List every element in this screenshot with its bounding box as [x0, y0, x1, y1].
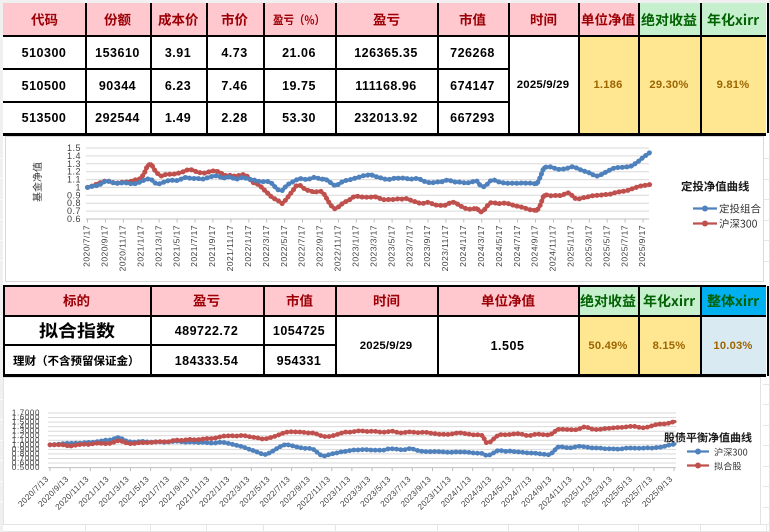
svg-text:2023/7/17: 2023/7/17: [404, 225, 414, 267]
svg-text:2025/5/17: 2025/5/17: [601, 225, 611, 267]
svg-text:2023/11/17: 2023/11/17: [440, 225, 450, 271]
svg-text:2024/5/17: 2024/5/17: [494, 225, 504, 267]
svg-text:0.7: 0.7: [67, 206, 81, 216]
svg-text:2022/1/17: 2022/1/17: [243, 225, 253, 267]
svg-text:0.7000: 0.7000: [12, 454, 40, 463]
svg-text:2022/11/17: 2022/11/17: [333, 225, 343, 271]
svg-text:2021/11/17: 2021/11/17: [225, 225, 235, 271]
svg-text:2020/9/17: 2020/9/17: [100, 225, 110, 267]
svg-text:1.4: 1.4: [67, 151, 81, 161]
svg-text:2021/9/17: 2021/9/17: [207, 225, 217, 267]
svg-text:0.8: 0.8: [67, 198, 81, 208]
svg-text:1.1000: 1.1000: [12, 436, 40, 445]
svg-text:1.1: 1.1: [67, 175, 81, 185]
svg-text:0.5000: 0.5000: [12, 463, 40, 472]
svg-text:0.9000: 0.9000: [12, 445, 40, 454]
svg-text:1.4000: 1.4000: [12, 422, 40, 431]
svg-text:2022/7/17: 2022/7/17: [297, 225, 307, 267]
svg-text:2025/9/17: 2025/9/17: [637, 225, 647, 267]
svg-text:0.8000: 0.8000: [12, 449, 40, 458]
svg-text:2024/11/17: 2024/11/17: [548, 225, 558, 271]
svg-text:2024/9/17: 2024/9/17: [530, 225, 540, 267]
svg-text:1.2000: 1.2000: [12, 431, 40, 440]
svg-text:2021/7/17: 2021/7/17: [189, 225, 199, 267]
svg-text:2024/7/17: 2024/7/17: [512, 225, 522, 267]
svg-text:1.5000: 1.5000: [12, 418, 40, 427]
svg-text:1.2: 1.2: [67, 167, 81, 177]
svg-text:1.3: 1.3: [67, 159, 81, 169]
svg-text:2024/1/17: 2024/1/17: [458, 225, 468, 267]
svg-text:2024/3/17: 2024/3/17: [476, 225, 486, 267]
svg-text:2021/5/17: 2021/5/17: [171, 225, 181, 267]
svg-text:2025/7/17: 2025/7/17: [619, 225, 629, 267]
svg-text:2025/1/17: 2025/1/17: [566, 225, 576, 267]
svg-text:2022/3/17: 2022/3/17: [261, 225, 271, 267]
svg-text:1.7000: 1.7000: [12, 409, 40, 418]
svg-text:2023/3/17: 2023/3/17: [368, 225, 378, 267]
svg-text:2023/9/17: 2023/9/17: [422, 225, 432, 267]
svg-text:1: 1: [75, 182, 81, 192]
svg-text:2021/3/17: 2021/3/17: [153, 225, 163, 267]
svg-text:2023/1/17: 2023/1/17: [351, 225, 361, 267]
svg-text:2021/1/17: 2021/1/17: [136, 225, 146, 267]
svg-text:2020/7/17: 2020/7/17: [82, 225, 92, 267]
svg-text:2022/5/17: 2022/5/17: [279, 225, 289, 267]
svg-text:2025/3/17: 2025/3/17: [584, 225, 594, 267]
svg-text:2022/9/17: 2022/9/17: [315, 225, 325, 267]
svg-text:1.5: 1.5: [67, 143, 81, 153]
svg-text:1.0000: 1.0000: [12, 440, 40, 449]
svg-text:0.6000: 0.6000: [12, 459, 40, 468]
svg-text:1.6000: 1.6000: [12, 413, 40, 422]
svg-text:2020/11/17: 2020/11/17: [118, 225, 128, 271]
svg-text:0.9: 0.9: [67, 190, 81, 200]
svg-text:1.3000: 1.3000: [12, 427, 40, 436]
svg-text:2023/5/17: 2023/5/17: [386, 225, 396, 267]
svg-text:0.6: 0.6: [67, 214, 81, 224]
